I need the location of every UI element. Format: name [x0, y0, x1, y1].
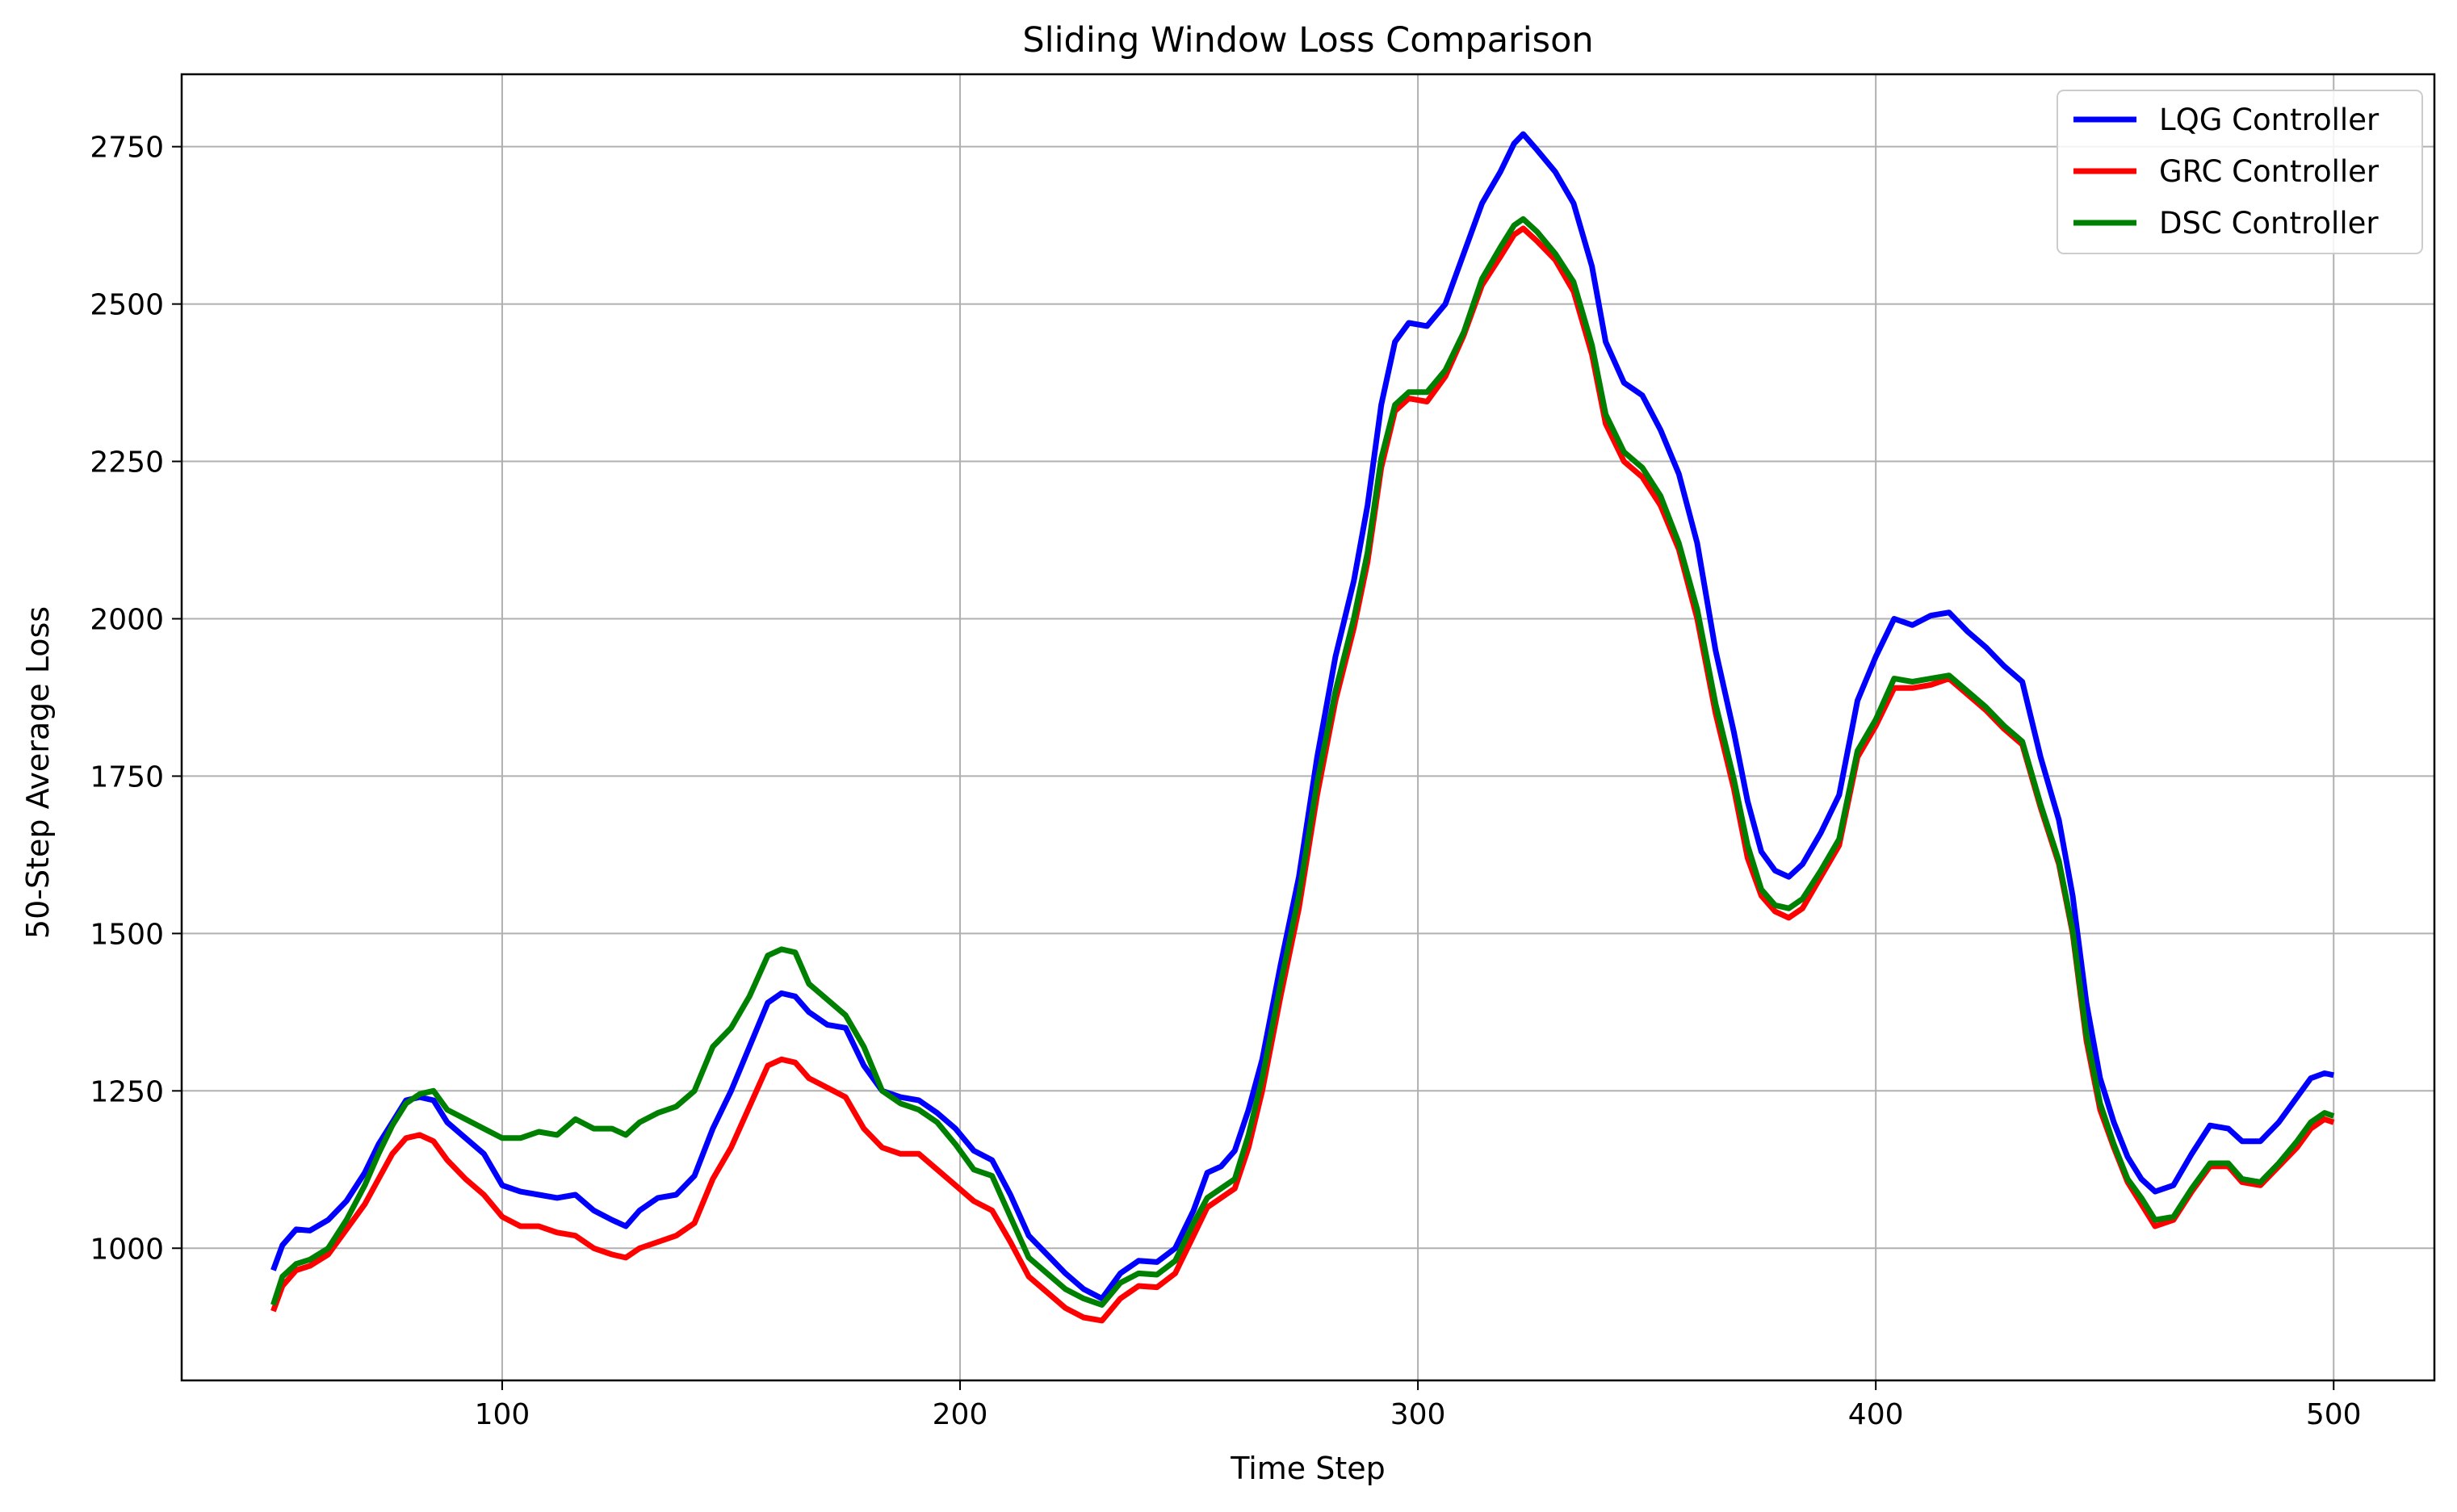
x-tick-label: 500: [2306, 1398, 2362, 1431]
series-lines: [270, 131, 2335, 1324]
legend-label: LQG Controller: [2159, 103, 2379, 137]
legend-box: [2057, 90, 2423, 254]
y-tick-label: 1250: [90, 1075, 164, 1108]
y-tick-label: 2250: [90, 446, 164, 480]
y-tick-label: 2750: [90, 132, 164, 165]
plot-area-frame: [180, 73, 2436, 1382]
x-tick-label: 200: [933, 1398, 988, 1431]
y-tick-label: 1000: [90, 1233, 164, 1266]
y-tick-label: 1750: [90, 760, 164, 794]
series-line-dsc-controller: [270, 216, 2335, 1308]
axis-ticks: 100 200 300 400 500 1000 1250 1500 1750 2000 2250 2…: [90, 132, 2361, 1431]
grid-lines: [182, 74, 2434, 1380]
x-tick-label: 300: [1390, 1398, 1446, 1431]
legend-label: GRC Controller: [2159, 154, 2379, 189]
series-line-lqg-controller: [270, 131, 2334, 1302]
y-tick-label: 1500: [90, 918, 164, 951]
y-axis-label: 50-Step Average Loss: [20, 606, 56, 939]
y-tick-label: 2000: [90, 603, 164, 636]
y-tick-label: 2500: [90, 289, 164, 322]
legend-label: DSC Controller: [2159, 206, 2379, 241]
x-tick-label: 400: [1848, 1398, 1904, 1431]
x-tick-label: 100: [475, 1398, 530, 1431]
chart-title: Sliding Window Loss Comparison: [1022, 20, 1593, 61]
legend: LQG Controller GRC Controller DSC Controll…: [2057, 90, 2423, 254]
x-axis-label: Time Step: [1230, 1451, 1386, 1486]
